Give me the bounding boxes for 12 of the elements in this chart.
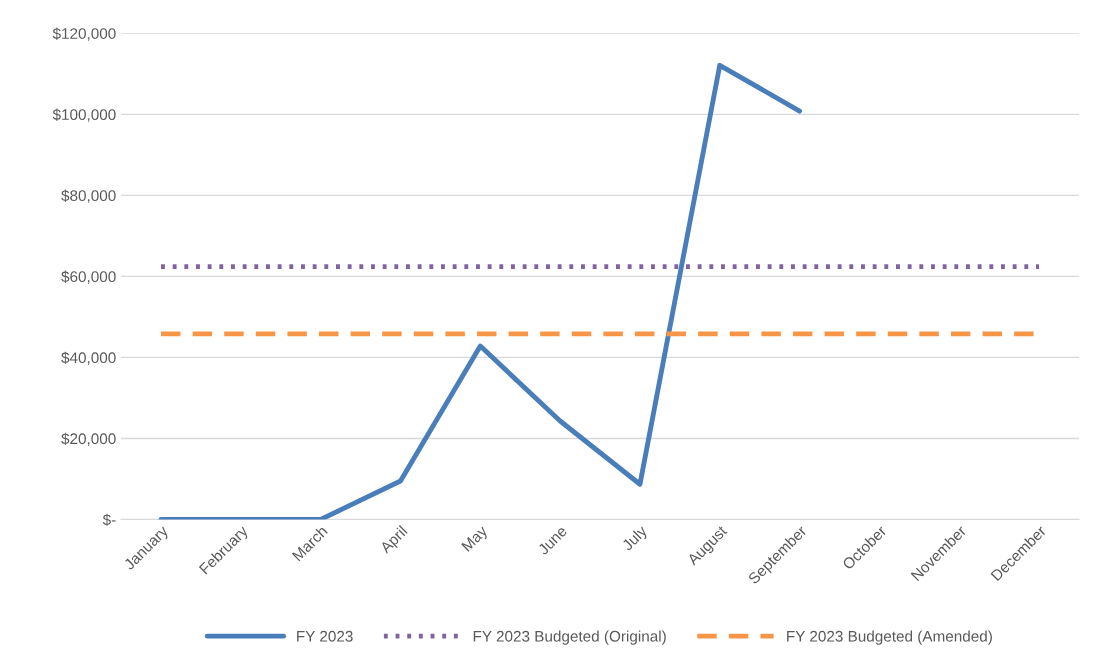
y-tick-label: $100,000 [52,108,116,122]
legend-label: FY 2023 [297,630,353,642]
y-tick-label: $40,000 [61,351,116,365]
y-tick-label: $80,000 [61,189,116,203]
legend-label: FY 2023 Budgeted (Amended) [787,630,992,645]
y-tick-label: $20,000 [61,432,116,446]
legend-label: FY 2023 Budgeted (Original) [473,630,666,645]
x-tick-label: July [620,524,651,554]
y-tick-label: $60,000 [61,270,116,284]
y-tick-label: $120,000 [52,27,116,41]
y-tick-label: $- [102,513,116,527]
line-series [158,62,803,520]
